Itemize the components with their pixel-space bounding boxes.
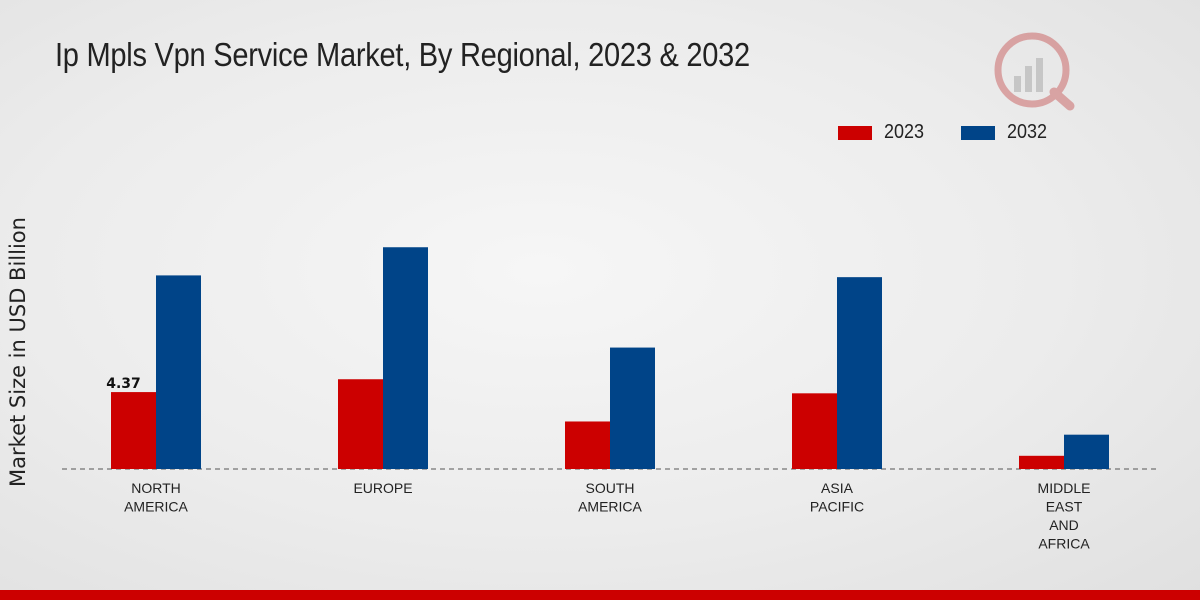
legend-item-2032: 2032 — [960, 121, 1052, 144]
x-tick-label-asia-pacific: ASIA PACIFIC — [810, 480, 864, 515]
bar-2032-north-america — [156, 275, 201, 469]
bar-2023-asia-pacific — [792, 393, 837, 469]
data-label-2023-north-america: 4.37 — [106, 376, 141, 392]
legend-label-2023: 2023 — [884, 121, 925, 143]
bar-2023-north-america — [111, 392, 156, 469]
bar-2023-europe — [338, 379, 383, 469]
bar-2023-south-america — [565, 421, 610, 469]
chart-title: Ip Mpls Vpn Service Market, By Regional,… — [55, 36, 750, 73]
x-tick-label-europe: EUROPE — [353, 480, 412, 496]
chart-legend: 2023 2032 — [838, 121, 1073, 144]
x-tick-label-north-america: NORTH AMERICA — [124, 480, 188, 515]
bar-2032-asia-pacific — [837, 277, 882, 469]
brand-logo-icon — [994, 32, 1075, 111]
bar-2032-middle-east-and-africa — [1064, 434, 1109, 469]
bar-2023-middle-east-and-africa — [1019, 455, 1064, 469]
x-tick-label-middle-east-and-africa: MIDDLE EAST AND AFRICA — [1038, 480, 1091, 552]
bar-2032-europe — [383, 247, 428, 469]
legend-item-2023: 2023 — [838, 121, 929, 144]
legend-swatch-2032 — [960, 125, 995, 140]
legend-swatch-2023 — [838, 125, 872, 140]
bar-2032-south-america — [610, 347, 655, 469]
x-tick-label-south-america: SOUTH AMERICA — [578, 480, 642, 515]
legend-label-2032: 2032 — [1006, 121, 1047, 143]
bottom-accent-bar — [0, 590, 1200, 600]
